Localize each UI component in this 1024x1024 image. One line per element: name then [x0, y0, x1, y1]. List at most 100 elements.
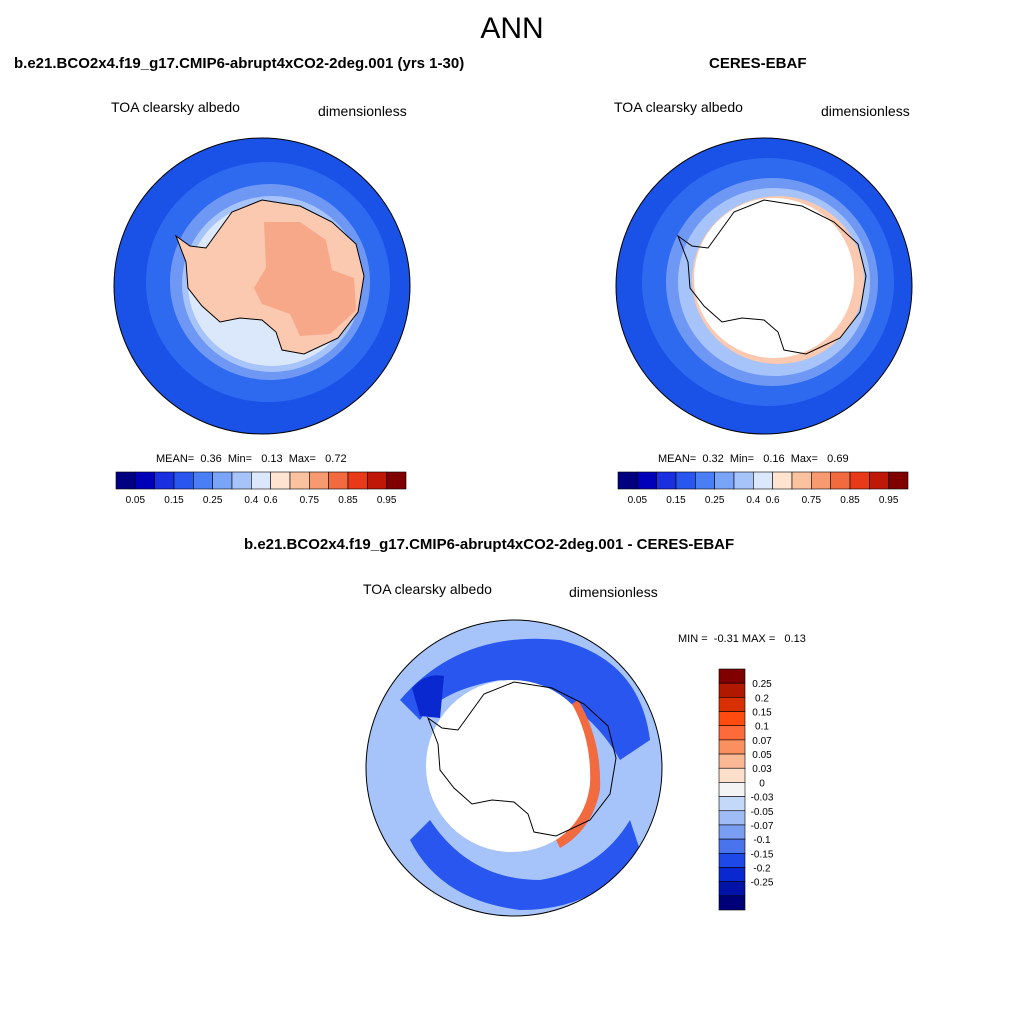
panel1-units: dimensionless	[318, 103, 407, 119]
panel2-title: CERES-EBAF	[709, 55, 807, 72]
colorbar-difference-tick-label: 0.2	[755, 693, 769, 704]
colorbar-difference-swatch	[718, 739, 746, 755]
colorbar-panel2-swatch	[849, 471, 870, 490]
colorbar-panel2-tick-label: 0.05	[628, 495, 648, 506]
colorbar-difference-tick-label: 0.1	[755, 722, 769, 733]
colorbar-difference-swatch	[718, 697, 746, 712]
colorbar-panel2: 0.05 0.15 0.25 0.4 0.6 0.75 0.85 0.95	[617, 471, 909, 506]
colorbar-panel1-swatch	[115, 471, 136, 490]
map-panel2-border	[615, 137, 913, 435]
colorbar-difference-swatch	[718, 824, 746, 840]
panel3-units: dimensionless	[569, 584, 658, 600]
colorbar-difference-tick-label: -0.25	[751, 878, 774, 889]
colorbar-panel1-swatch	[328, 471, 349, 490]
colorbar-panel2-tick-label: 0.85	[840, 495, 860, 506]
colorbar-panel1-swatch	[347, 471, 368, 490]
colorbar-panel1-tick-label: 0.05	[126, 495, 146, 506]
colorbar-panel2-swatch	[772, 471, 793, 490]
missing-data-region	[694, 198, 854, 358]
colorbar-panel2-swatch	[656, 471, 677, 490]
antarctica-coastline	[676, 199, 867, 355]
colorbar-difference-swatch	[718, 895, 746, 911]
colorbar-difference-swatch	[718, 725, 746, 741]
colorbar-panel1-swatch	[212, 471, 233, 490]
map-panel1-border	[113, 137, 411, 435]
colorbar-panel1-swatch	[173, 471, 194, 490]
colorbar-panel1-swatch	[193, 471, 213, 490]
colorbar-difference-tick-label: 0.07	[752, 736, 772, 747]
colorbar-difference-swatch	[718, 881, 746, 897]
map-panel3	[366, 620, 662, 916]
colorbar-panel2-swatch	[617, 471, 638, 490]
antarctica-coastline	[426, 681, 617, 837]
panel3-variable: TOA clearsky albedo	[363, 581, 492, 597]
colorbar-difference-tick-label: 0.25	[752, 679, 772, 690]
colorbar-difference-tick-label: 0.05	[752, 750, 772, 761]
panel1-variable: TOA clearsky albedo	[111, 99, 240, 115]
colorbar-panel1-tick-label: 0.6	[264, 495, 278, 506]
panel1-stats: MEAN= 0.36 Min= 0.13 Max= 0.72	[156, 453, 347, 465]
colorbar-difference-swatch	[718, 682, 746, 698]
colorbar-panel2-swatch	[888, 471, 909, 490]
colorbar-difference-tick-label: -0.15	[751, 849, 774, 860]
figure-title: ANN	[480, 12, 544, 45]
colorbar-difference-swatch	[718, 852, 746, 868]
colorbar-difference-tick-label: -0.2	[753, 863, 771, 874]
colorbar-panel1-swatch	[135, 471, 155, 490]
colorbar-difference-swatch	[718, 796, 746, 812]
colorbar-panel2-tick-label: 0.75	[802, 495, 822, 506]
panel2-variable: TOA clearsky albedo	[614, 99, 743, 115]
colorbar-panel2-swatch	[811, 471, 831, 490]
panel2-units: dimensionless	[821, 103, 910, 119]
colorbar-difference-tick-label: 0	[759, 778, 765, 789]
colorbar-panel1-tick-label: 0.15	[164, 495, 184, 506]
colorbar-difference-tick-label: -0.1	[753, 835, 771, 846]
colorbar-difference-swatch	[718, 711, 746, 727]
colorbar-panel2-tick-label: 0.25	[705, 495, 725, 506]
colorbar-panel2-swatch	[733, 471, 754, 490]
colorbar-difference-swatch	[718, 767, 746, 783]
colorbar-panel2-swatch	[714, 471, 735, 490]
colorbar-panel1-tick-label: 0.85	[338, 495, 358, 506]
missing-data-region	[426, 680, 598, 852]
colorbar-difference-tick-label: -0.07	[751, 821, 774, 832]
colorbar-difference-swatch	[718, 838, 746, 854]
colorbar-difference-tick-label: 0.03	[752, 764, 772, 775]
colorbar-panel2-swatch	[869, 471, 889, 490]
colorbar-difference-swatch	[718, 668, 746, 684]
colorbar-panel1-tick-label: 0.25	[203, 495, 223, 506]
colorbar-difference-swatch	[718, 753, 746, 769]
colorbar-panel2-swatch	[753, 471, 773, 490]
colorbar-panel1-swatch	[231, 471, 252, 490]
map-panel3-border	[365, 619, 663, 917]
colorbar-panel1-tick-label: 0.4	[244, 495, 258, 506]
colorbar-panel1: 0.05 0.15 0.25 0.4 0.6 0.75 0.85 0.95	[115, 471, 407, 506]
panel1-title: b.e21.BCO2x4.f19_g17.CMIP6-abrupt4xCO2-2…	[14, 55, 465, 72]
colorbar-difference-swatch	[718, 867, 746, 882]
colorbar-panel2-swatch	[637, 471, 657, 490]
map-panel2	[616, 138, 912, 434]
colorbar-panel1-swatch	[251, 471, 271, 490]
colorbar-panel2-tick-label: 0.15	[666, 495, 686, 506]
panel3-title: b.e21.BCO2x4.f19_g17.CMIP6-abrupt4xCO2-2…	[244, 536, 735, 553]
colorbar-difference-tick-label: -0.03	[751, 793, 774, 804]
colorbar-panel2-tick-label: 0.6	[766, 495, 780, 506]
map-panel1	[114, 138, 410, 434]
colorbar-difference-tick-label: -0.05	[751, 807, 774, 818]
colorbar-panel1-swatch	[289, 471, 310, 490]
colorbar-panel2-tick-label: 0.95	[879, 495, 899, 506]
colorbar-panel2-swatch	[791, 471, 812, 490]
colorbar-panel2-swatch	[695, 471, 715, 490]
colorbar-panel2-swatch	[830, 471, 851, 490]
colorbar-panel1-swatch	[386, 471, 407, 490]
colorbar-panel1-tick-label: 0.95	[377, 495, 397, 506]
colorbar-panel1-swatch	[309, 471, 329, 490]
colorbar-panel2-swatch	[675, 471, 696, 490]
panel3-stats: MIN = -0.31 MAX = 0.13	[678, 633, 806, 645]
colorbar-panel1-tick-label: 0.75	[300, 495, 320, 506]
colorbar-panel1-swatch	[270, 471, 291, 490]
colorbar-difference-tick-label: 0.15	[752, 708, 772, 719]
colorbar-difference-swatch	[718, 782, 746, 797]
colorbar-panel1-swatch	[154, 471, 175, 490]
